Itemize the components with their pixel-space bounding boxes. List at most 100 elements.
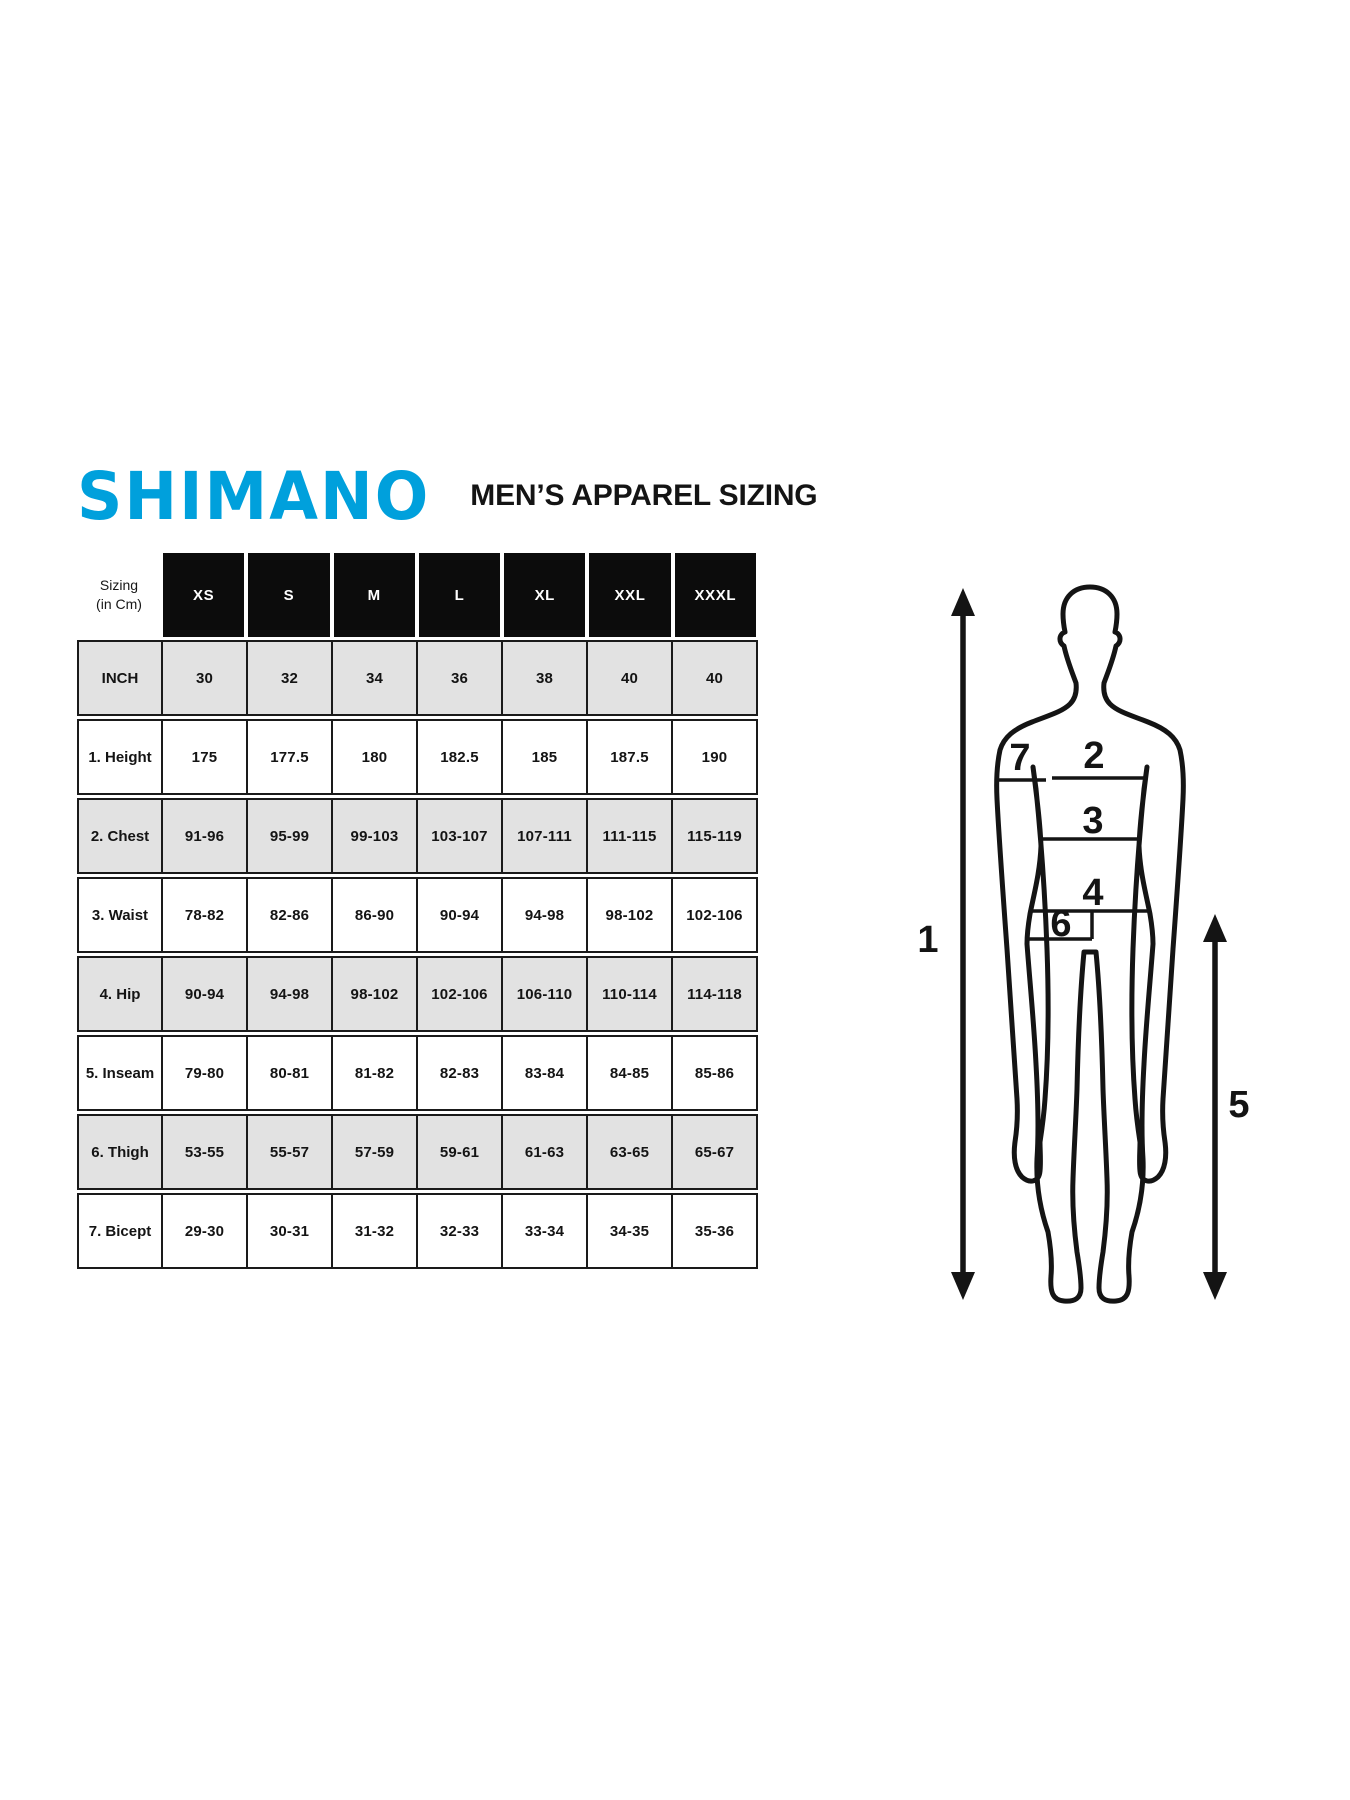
value-cell-inch-xs: 30 <box>161 642 246 714</box>
shimano-logo: SHIMANO <box>77 457 431 535</box>
value-cell-hip-m: 98-102 <box>331 958 416 1030</box>
value-cell-chest-xs: 91-96 <box>161 800 246 872</box>
row-label-inch: INCH <box>101 669 139 687</box>
row-label-thigh: 6. Thigh <box>91 1143 149 1161</box>
value-cell-inch-l: 36 <box>416 642 501 714</box>
value-cell-inseam-xxl: 84-85 <box>586 1037 671 1109</box>
value-cell-inch-xl: 38 <box>501 642 586 714</box>
marker-thigh: 6 <box>1050 903 1071 945</box>
value-cell-inch-xxxl: 40 <box>671 642 756 714</box>
row-label-hip: 4. Hip <box>99 985 141 1003</box>
table-body: INCH 30 32 34 36 38 40 40 1. Height 175 177.5 180 18… <box>77 640 758 1269</box>
row-label-inseam: 5. Inseam <box>85 1064 155 1082</box>
value-cell-waist-s: 82-86 <box>246 879 331 951</box>
value-cell-height-xl: 185 <box>501 721 586 793</box>
row-label-waist: 3. Waist <box>91 906 149 924</box>
value-cell-waist-xs: 78-82 <box>161 879 246 951</box>
value-cell-inseam-xxxl: 85-86 <box>671 1037 756 1109</box>
value-cell-inseam-xl: 83-84 <box>501 1037 586 1109</box>
value-cell-inch-s: 32 <box>246 642 331 714</box>
value-cell-bicept-xxl: 34-35 <box>586 1195 671 1267</box>
value-cell-thigh-xxl: 63-65 <box>586 1116 671 1188</box>
value-cell-bicept-l: 32-33 <box>416 1195 501 1267</box>
corner-label-line1: Sizing <box>99 577 139 594</box>
value-cell-bicept-s: 30-31 <box>246 1195 331 1267</box>
value-cell-hip-l: 102-106 <box>416 958 501 1030</box>
value-cell-bicept-xl: 33-34 <box>501 1195 586 1267</box>
value-cell-inseam-xs: 79-80 <box>161 1037 246 1109</box>
size-header-xxxl: XXXL <box>674 553 756 637</box>
value-cell-height-m: 180 <box>331 721 416 793</box>
measure-lines <box>999 776 1150 941</box>
measurement-figure: 1 2 3 4 5 6 7 <box>900 553 1290 1325</box>
value-cell-bicept-xxxl: 35-36 <box>671 1195 756 1267</box>
table-row-waist: 3. Waist 78-82 82-86 86-90 90-94 94-98 98-102 1… <box>77 877 758 953</box>
body-outline-icon <box>994 584 1186 1304</box>
table-row-hip: 4. Hip 90-94 94-98 98-102 102-106 106-110 110-… <box>77 956 758 1032</box>
corner-label-line2: (in Cm) <box>96 596 142 612</box>
value-cell-chest-xl: 107-111 <box>501 800 586 872</box>
marker-waist: 3 <box>1082 800 1103 842</box>
size-header-l: L <box>418 553 501 637</box>
value-cell-hip-xs: 90-94 <box>161 958 246 1030</box>
value-cell-waist-l: 90-94 <box>416 879 501 951</box>
size-header-m: M <box>333 553 415 637</box>
marker-chest: 2 <box>1083 735 1104 777</box>
value-cell-thigh-xl: 61-63 <box>501 1116 586 1188</box>
header-bar: SHIMANO MEN’S APPAREL SIZING <box>77 457 818 535</box>
value-cell-chest-xxxl: 115-119 <box>671 800 756 872</box>
sizing-table: Sizing (in Cm) XS S M L XL XXL XXXL INCH 30 32 34… <box>77 553 758 1272</box>
value-cell-height-xxxl: 190 <box>671 721 756 793</box>
value-cell-chest-xxl: 111-115 <box>586 800 671 872</box>
size-header-xl: XL <box>504 553 586 637</box>
value-cell-height-l: 182.5 <box>416 721 501 793</box>
value-cell-chest-m: 99-103 <box>331 800 416 872</box>
row-label-bicept: 7. Bicept <box>88 1222 152 1240</box>
row-label-chest: 2. Chest <box>90 827 150 845</box>
value-cell-inseam-m: 81-82 <box>331 1037 416 1109</box>
page-title: MEN’S APPAREL SIZING <box>470 479 818 512</box>
size-header-s: S <box>248 553 330 637</box>
marker-hip: 4 <box>1082 872 1103 914</box>
value-cell-hip-s: 94-98 <box>246 958 331 1030</box>
table-row-inseam: 5. Inseam 79-80 80-81 81-82 82-83 83-84 84-85 8… <box>77 1035 758 1111</box>
value-cell-thigh-xs: 53-55 <box>161 1116 246 1188</box>
table-row-thigh: 6. Thigh 53-55 55-57 57-59 59-61 61-63 63-65 65… <box>77 1114 758 1190</box>
value-cell-inch-m: 34 <box>331 642 416 714</box>
value-cell-inch-xxl: 40 <box>586 642 671 714</box>
value-cell-waist-xxxl: 102-106 <box>671 879 756 951</box>
inseam-arrow-icon <box>1203 914 1227 1300</box>
table-header-row: Sizing (in Cm) XS S M L XL XXL XXXL <box>77 553 758 637</box>
value-cell-hip-xl: 106-110 <box>501 958 586 1030</box>
value-cell-hip-xxxl: 114-118 <box>671 958 756 1030</box>
value-cell-waist-xl: 94-98 <box>501 879 586 951</box>
size-header-xs: XS <box>163 553 245 637</box>
marker-bicept: 7 <box>1009 737 1030 779</box>
value-cell-chest-l: 103-107 <box>416 800 501 872</box>
size-header-xxl: XXL <box>589 553 671 637</box>
table-row-inch: INCH 30 32 34 36 38 40 40 <box>77 640 758 716</box>
value-cell-thigh-l: 59-61 <box>416 1116 501 1188</box>
value-cell-height-s: 177.5 <box>246 721 331 793</box>
table-row-chest: 2. Chest 91-96 95-99 99-103 103-107 107-111 11… <box>77 798 758 874</box>
marker-inseam: 5 <box>1228 1084 1249 1126</box>
value-cell-inseam-s: 80-81 <box>246 1037 331 1109</box>
value-cell-chest-s: 95-99 <box>246 800 331 872</box>
body-measurement-diagram: 1 2 3 4 5 6 7 <box>917 584 1250 1304</box>
value-cell-hip-xxl: 110-114 <box>586 958 671 1030</box>
height-arrow-icon <box>951 588 975 1300</box>
value-cell-bicept-xs: 29-30 <box>161 1195 246 1267</box>
value-cell-thigh-s: 55-57 <box>246 1116 331 1188</box>
value-cell-thigh-m: 57-59 <box>331 1116 416 1188</box>
value-cell-height-xs: 175 <box>161 721 246 793</box>
value-cell-inseam-l: 82-83 <box>416 1037 501 1109</box>
corner-label: Sizing (in Cm) <box>77 553 161 637</box>
value-cell-bicept-m: 31-32 <box>331 1195 416 1267</box>
row-label-height: 1. Height <box>88 748 152 766</box>
table-row-height: 1. Height 175 177.5 180 182.5 185 187.5 190 <box>77 719 758 795</box>
value-cell-height-xxl: 187.5 <box>586 721 671 793</box>
table-row-bicept: 7. Bicept 29-30 30-31 31-32 32-33 33-34 34-35 3… <box>77 1193 758 1269</box>
value-cell-waist-xxl: 98-102 <box>586 879 671 951</box>
value-cell-waist-m: 86-90 <box>331 879 416 951</box>
